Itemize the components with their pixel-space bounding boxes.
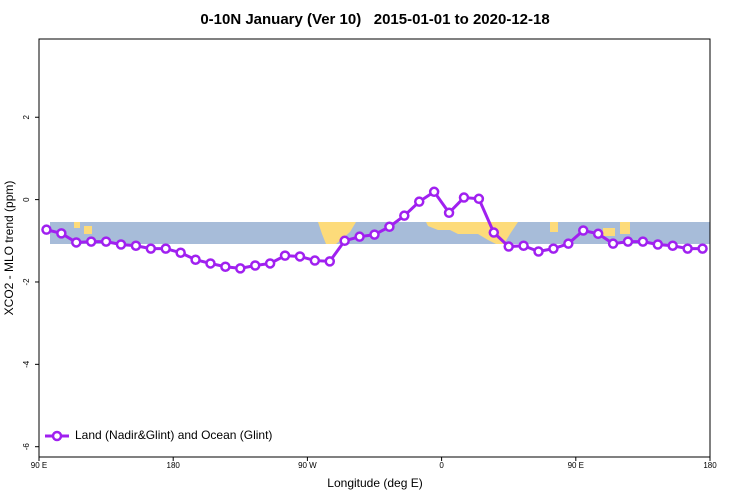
point: [488, 227, 500, 238]
point: [145, 243, 157, 254]
point: [205, 258, 216, 269]
point: [220, 261, 231, 272]
point: [443, 207, 455, 219]
x-tick-label: 90 E: [31, 461, 47, 470]
point: [175, 247, 186, 258]
x-tick-label: 90 E: [568, 461, 584, 470]
point: [279, 250, 291, 261]
point: [652, 239, 664, 250]
point: [473, 193, 485, 205]
x-axis-label: Longitude (deg E): [327, 476, 422, 490]
y-tick-label: 2: [22, 114, 31, 119]
point: [339, 235, 350, 247]
point: [190, 254, 201, 265]
point: [428, 186, 440, 198]
x-tick-label: 90 W: [298, 461, 317, 470]
x-tick-label: 180: [703, 461, 717, 470]
point: [592, 228, 604, 240]
point: [548, 243, 559, 254]
point: [458, 192, 470, 203]
point: [384, 221, 395, 233]
point: [115, 239, 127, 250]
point: [607, 238, 619, 249]
y-axis-label: XCO2 - MLO trend (ppm): [2, 181, 16, 316]
point: [413, 196, 425, 207]
point: [354, 231, 365, 242]
y-tick-label: -2: [22, 278, 31, 286]
x-tick-label: 0: [439, 461, 444, 470]
point: [399, 210, 410, 221]
y-tick-label: -4: [22, 360, 31, 368]
legend-label: Land (Nadir&Glint) and Ocean (Glint): [75, 428, 272, 442]
legend-marker: [51, 430, 63, 442]
point: [160, 243, 171, 254]
y-tick-label: -6: [22, 443, 31, 451]
chart-title: 0-10N January (Ver 10) 2015-01-01 to 202…: [200, 11, 549, 28]
point: [533, 246, 544, 257]
point: [264, 258, 276, 269]
point: [71, 237, 82, 248]
land: [74, 222, 92, 234]
point: [563, 238, 574, 249]
point: [100, 236, 112, 247]
land: [318, 222, 356, 244]
point: [309, 255, 321, 266]
point: [130, 240, 142, 251]
point: [682, 243, 693, 254]
plot-frame: [38, 38, 711, 458]
point: [294, 251, 306, 262]
point: [85, 236, 97, 247]
point: [249, 260, 261, 271]
point: [324, 256, 336, 267]
point: [369, 229, 380, 240]
point: [697, 243, 708, 254]
point: [578, 225, 589, 236]
point: [637, 236, 649, 247]
point: [41, 224, 52, 235]
y-tick-label: 0: [22, 197, 31, 202]
x-tick-label: 180: [167, 461, 181, 470]
point: [518, 240, 529, 251]
point: [503, 241, 514, 252]
point: [56, 228, 67, 239]
point: [667, 240, 678, 251]
point: [622, 236, 634, 247]
land: [550, 222, 630, 236]
point: [235, 263, 246, 274]
